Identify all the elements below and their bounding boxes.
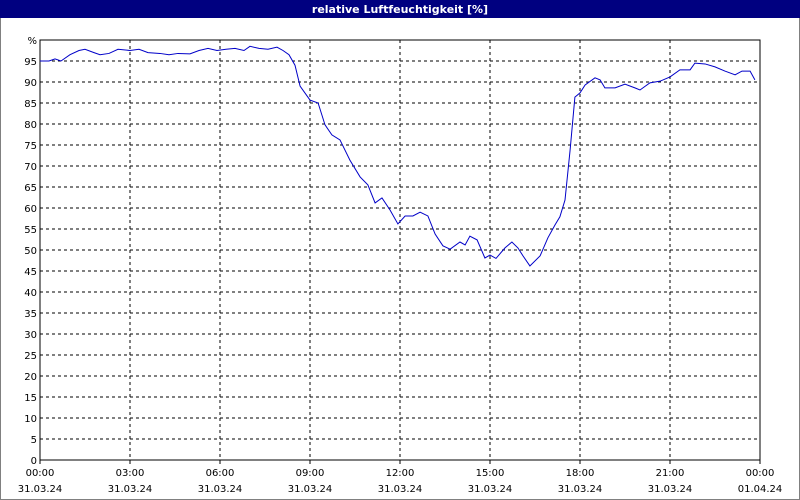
y-tick-label: 45 — [24, 267, 37, 278]
y-tick-label: 25 — [24, 351, 37, 362]
y-tick-label: 5 — [31, 435, 37, 446]
y-tick-label: 50 — [24, 246, 37, 257]
y-tick-label: 80 — [24, 120, 37, 131]
y-tick-label: 70 — [24, 162, 37, 173]
y-tick-label: 55 — [24, 225, 37, 236]
y-tick-label: 30 — [24, 330, 37, 341]
y-tick-label: 40 — [24, 288, 37, 299]
y-tick-label: 65 — [24, 183, 37, 194]
x-tick-label: 03:00 31.03.24 — [108, 468, 153, 495]
y-tick-label: 95 — [24, 57, 37, 68]
y-tick-label: 85 — [24, 99, 37, 110]
y-tick-label: 0 — [31, 456, 37, 467]
y-tick-label: 10 — [24, 414, 37, 425]
title-bar — [0, 0, 800, 18]
x-tick-label: 09:00 31.03.24 — [288, 468, 333, 495]
y-tick-label: 20 — [24, 372, 37, 383]
x-tick-label: 15:00 31.03.24 — [468, 468, 513, 495]
y-tick-label: 15 — [24, 393, 37, 404]
y-tick-label: % — [27, 36, 37, 47]
x-tick-label: 12:00 31.03.24 — [378, 468, 423, 495]
x-tick-label: 06:00 31.03.24 — [198, 468, 243, 495]
chart-title: relative Luftfeuchtigkeit [%] — [312, 3, 488, 16]
x-tick-label: 00:00 31.03.24 — [18, 468, 63, 495]
y-tick-label: 90 — [24, 78, 37, 89]
y-tick-label: 75 — [24, 141, 37, 152]
y-tick-label: 35 — [24, 309, 37, 320]
x-tick-label: 18:00 31.03.24 — [558, 468, 603, 495]
line — [40, 45, 756, 267]
plot-border — [39, 39, 761, 461]
x-tick-label: 21:00 31.03.24 — [648, 468, 693, 495]
x-tick-label: 00:00 01.04.24 — [738, 468, 783, 495]
y-tick-label: 60 — [24, 204, 37, 215]
